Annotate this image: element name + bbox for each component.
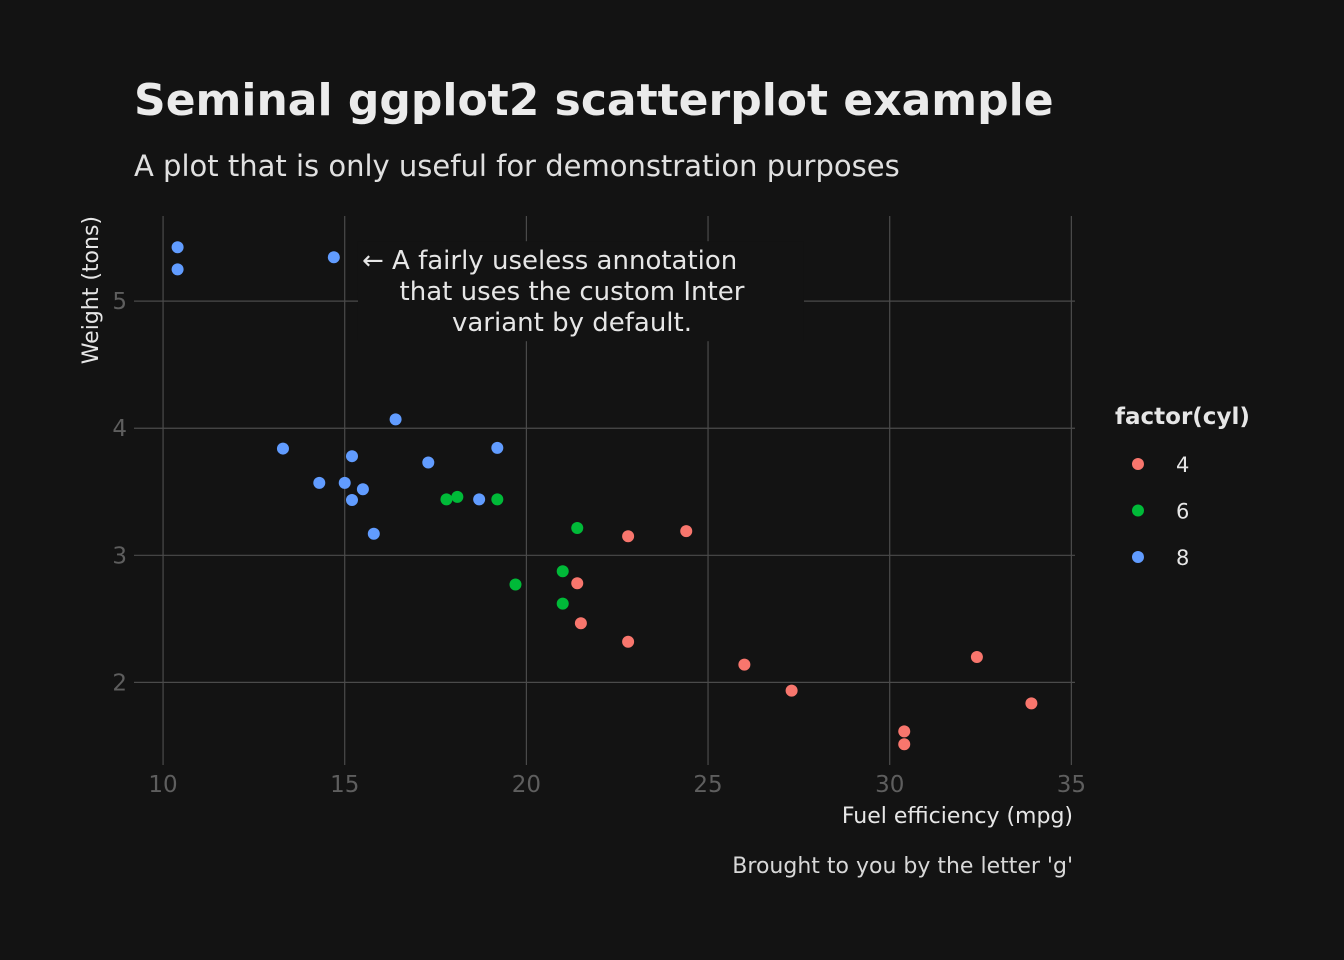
legend-key-4: [1132, 458, 1144, 470]
legend-label-6: 6: [1176, 500, 1189, 524]
data-points: [171, 241, 1038, 751]
point-cyl4-4: [898, 725, 911, 738]
x-tick-label-15: 15: [330, 772, 359, 798]
point-cyl4-0: [622, 635, 635, 648]
point-cyl6-6: [509, 578, 522, 591]
y-tick-label-2: 2: [112, 670, 127, 696]
annotation-line-2: that uses the custom Inter: [400, 277, 745, 307]
point-cyl4-5: [1025, 697, 1038, 710]
point-cyl6-0: [556, 597, 569, 610]
chart-subtitle: A plot that is only useful for demonstra…: [134, 149, 900, 183]
legend-label-8: 8: [1176, 546, 1189, 570]
point-cyl8-9: [345, 494, 358, 507]
point-cyl8-8: [356, 483, 369, 496]
point-cyl8-11: [491, 441, 504, 454]
legend-label-4: 4: [1176, 453, 1189, 477]
point-cyl8-6: [171, 241, 184, 254]
point-cyl8-0: [473, 493, 486, 506]
point-cyl8-7: [327, 251, 340, 264]
y-axis-title: Weight (tons): [79, 216, 104, 364]
x-tick-label-30: 30: [875, 772, 904, 798]
annotation-background: [357, 241, 804, 342]
point-cyl6-5: [440, 493, 453, 506]
point-cyl6-4: [491, 493, 504, 506]
point-cyl4-9: [898, 738, 911, 751]
legend-title: factor(cyl): [1115, 404, 1250, 430]
legend-key-6: [1132, 504, 1144, 517]
point-cyl8-10: [276, 442, 289, 455]
chart-title: Seminal ggplot2 scatterplot example: [134, 75, 1054, 126]
point-cyl8-2: [389, 413, 402, 426]
x-tick-label-10: 10: [148, 772, 177, 798]
chart-caption: Brought to you by the letter 'g': [732, 854, 1073, 879]
legend-key-8: [1132, 551, 1144, 563]
y-tick-label-5: 5: [112, 289, 127, 315]
y-tick-label-4: 4: [112, 416, 127, 442]
point-cyl4-10: [571, 577, 584, 590]
point-cyl8-1: [313, 476, 326, 489]
point-cyl8-12: [367, 527, 380, 540]
point-cyl4-1: [680, 525, 693, 538]
point-cyl8-4: [345, 450, 358, 463]
point-cyl6-1: [556, 565, 569, 578]
point-cyl8-5: [171, 263, 184, 276]
annotation-line-1: ← A fairly useless annotation: [362, 246, 737, 276]
y-tick-label-3: 3: [112, 543, 127, 569]
point-cyl4-6: [574, 617, 587, 630]
x-axis-title: Fuel efficiency (mpg): [842, 804, 1073, 829]
x-tick-label-20: 20: [512, 772, 541, 798]
point-cyl4-7: [785, 684, 798, 697]
point-cyl4-8: [738, 658, 751, 671]
point-cyl6-3: [451, 490, 464, 503]
legend: factor(cyl) 4 6 8: [1115, 404, 1250, 570]
point-cyl8-3: [422, 456, 435, 469]
x-tick-label-35: 35: [1057, 772, 1086, 798]
y-tick-labels: 2 3 4 5: [112, 289, 127, 696]
annotation-line-3: variant by default.: [452, 308, 692, 338]
point-cyl4-3: [970, 650, 983, 663]
x-tick-labels: 10 15 20 25 30 35: [148, 772, 1086, 798]
point-cyl8-13: [338, 476, 351, 489]
point-cyl6-2: [571, 521, 584, 534]
x-tick-label-25: 25: [693, 772, 722, 798]
point-cyl4-2: [622, 530, 635, 543]
